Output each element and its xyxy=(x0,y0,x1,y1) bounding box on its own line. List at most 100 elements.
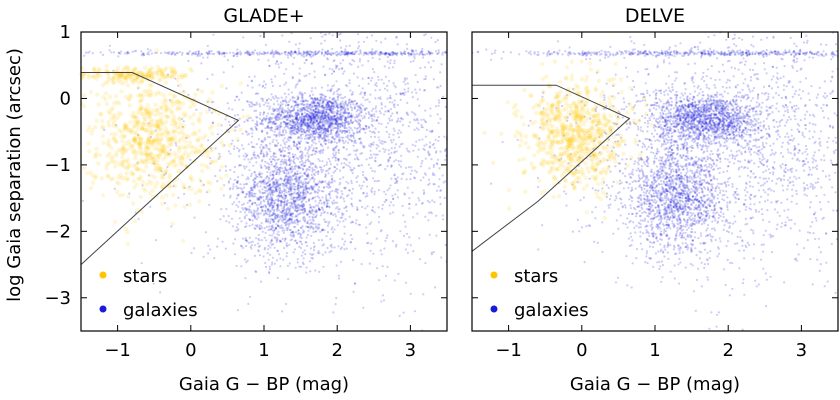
galaxy-point xyxy=(306,114,309,117)
galaxy-point xyxy=(220,208,223,211)
star-point xyxy=(167,172,173,178)
galaxy-point xyxy=(280,211,283,214)
galaxy-point xyxy=(407,166,411,169)
galaxy-point xyxy=(318,207,321,211)
galaxy-point xyxy=(296,143,299,146)
galaxy-point xyxy=(366,205,369,208)
galaxy-point xyxy=(241,206,244,210)
galaxy-point xyxy=(342,97,345,100)
galaxy-point xyxy=(401,124,404,127)
galaxy-point xyxy=(378,279,381,282)
galaxy-point xyxy=(335,80,338,83)
galaxy-point xyxy=(298,206,301,209)
galaxy-point xyxy=(235,95,239,98)
galaxy-point xyxy=(404,225,407,228)
galaxy-point xyxy=(251,219,254,222)
galaxy-point xyxy=(410,169,414,172)
galaxy-point xyxy=(243,217,247,220)
galaxy-point xyxy=(339,39,342,42)
galaxy-point xyxy=(323,135,326,138)
galaxy-point xyxy=(283,246,286,250)
galaxy-point xyxy=(278,209,281,212)
galaxy-point xyxy=(282,258,285,261)
galaxy-point xyxy=(258,189,261,192)
galaxy-point xyxy=(349,119,353,122)
galaxy-point xyxy=(232,242,235,245)
galaxy-point xyxy=(330,72,334,75)
galaxy-point xyxy=(284,146,287,149)
galaxy-point xyxy=(268,205,271,208)
galaxy-point xyxy=(309,205,312,208)
galaxy-point xyxy=(403,52,407,56)
galaxy-point xyxy=(379,97,382,101)
star-point xyxy=(198,111,203,117)
galaxy-point xyxy=(413,118,416,121)
galaxy-point xyxy=(375,147,378,150)
galaxy-point xyxy=(388,117,391,120)
galaxy-point xyxy=(268,183,271,186)
galaxy-point xyxy=(279,133,282,136)
galaxy-point xyxy=(310,144,313,147)
galaxy-point xyxy=(442,218,445,221)
galaxy-point xyxy=(225,207,228,211)
galaxy-point xyxy=(296,114,299,117)
galaxy-point xyxy=(330,111,334,114)
galaxy-point xyxy=(250,79,253,82)
galaxy-point xyxy=(441,214,444,217)
galaxy-point xyxy=(289,187,292,190)
galaxy-point xyxy=(371,53,374,56)
galaxy-point xyxy=(323,117,326,120)
galaxy-point xyxy=(391,194,394,197)
galaxy-point xyxy=(283,154,286,157)
galaxy-point xyxy=(283,221,286,225)
galaxy-point xyxy=(380,122,383,126)
galaxy-point xyxy=(266,131,269,134)
galaxy-point xyxy=(358,126,361,129)
galaxy-point xyxy=(371,125,374,128)
galaxy-point xyxy=(311,106,314,109)
galaxy-point xyxy=(432,142,436,145)
galaxy-point xyxy=(369,153,372,156)
galaxy-point xyxy=(365,127,368,130)
galaxy-point xyxy=(321,104,324,107)
galaxy-point xyxy=(335,131,338,134)
galaxy-point xyxy=(290,91,293,94)
galaxy-point xyxy=(264,212,267,215)
galaxy-point xyxy=(307,155,310,159)
galaxy-point xyxy=(306,121,309,125)
galaxy-point xyxy=(367,112,370,115)
galaxy-point xyxy=(341,121,344,124)
galaxy-point xyxy=(322,123,325,126)
galaxy-point xyxy=(407,90,410,93)
galaxy-point xyxy=(310,106,313,109)
galaxy-point xyxy=(356,131,359,134)
galaxy-point xyxy=(328,160,331,163)
star-point xyxy=(173,203,178,208)
galaxy-point xyxy=(417,128,420,131)
galaxy-point xyxy=(273,130,276,133)
galaxy-point xyxy=(260,280,263,283)
galaxy-point xyxy=(316,106,319,109)
galaxy-point xyxy=(345,51,348,54)
galaxy-point xyxy=(318,125,321,128)
galaxy-point xyxy=(360,164,363,167)
galaxy-point xyxy=(322,97,325,100)
galaxy-point xyxy=(414,113,417,116)
galaxy-point xyxy=(296,131,299,135)
galaxy-point xyxy=(266,208,269,211)
galaxy-point xyxy=(319,116,322,119)
galaxy-point xyxy=(381,207,384,210)
galaxy-point xyxy=(371,76,374,80)
galaxy-point xyxy=(391,112,394,115)
galaxy-point xyxy=(316,97,319,100)
galaxy-point xyxy=(282,231,285,234)
galaxy-point xyxy=(293,183,296,186)
galaxy-point xyxy=(330,139,333,143)
galaxy-point xyxy=(339,101,342,104)
galaxy-point xyxy=(270,238,273,241)
galaxy-point xyxy=(390,151,393,155)
galaxy-point xyxy=(322,130,325,133)
galaxy-point xyxy=(294,239,297,242)
galaxy-point xyxy=(316,117,319,120)
galaxy-point xyxy=(329,237,332,241)
